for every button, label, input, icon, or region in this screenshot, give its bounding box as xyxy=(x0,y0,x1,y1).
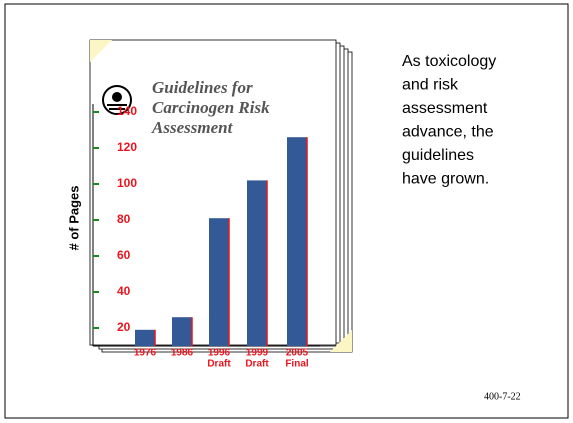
y-tick-label: 100 xyxy=(117,176,137,190)
side-text-line: As toxicology xyxy=(402,53,496,70)
side-text-line: advance, the xyxy=(402,124,494,141)
x-tick-label: Draft xyxy=(207,359,231,370)
x-tick-label: 1999 xyxy=(246,348,269,359)
x-tick-label: Final xyxy=(285,359,309,370)
page-fold xyxy=(90,40,112,62)
bar xyxy=(135,329,155,346)
side-text-line: have grown. xyxy=(402,171,489,188)
x-tick-label: 1996 xyxy=(208,348,231,359)
footer: 400-7-22 xyxy=(484,391,521,402)
page-fold xyxy=(330,330,352,352)
side-text: As toxicology and risk assessment advance, … xyxy=(402,53,496,188)
y-axis-label: # of Pages xyxy=(66,185,81,250)
bar xyxy=(247,180,267,346)
y-tick-label: 60 xyxy=(117,248,131,262)
bar xyxy=(209,218,229,346)
y-tick-label: 40 xyxy=(117,284,131,298)
side-text-line: assessment xyxy=(402,100,488,117)
bar xyxy=(172,317,192,346)
y-tick-label: 20 xyxy=(117,320,131,334)
bar xyxy=(287,137,307,346)
x-tick-label: 1976 xyxy=(134,348,157,359)
side-text-line: and risk xyxy=(402,77,459,94)
x-tick-label: 2005 xyxy=(286,348,309,359)
x-tick-label: 1986 xyxy=(171,348,194,359)
y-tick-label: 80 xyxy=(117,212,131,226)
x-tick-label: Draft xyxy=(245,359,269,370)
slide-border xyxy=(4,3,569,419)
y-tick-label: 120 xyxy=(117,140,137,154)
logo xyxy=(102,85,132,115)
chart-title: Guidelines for xyxy=(152,78,253,97)
y-tick-label: 140 xyxy=(117,104,137,118)
side-text-line: guidelines xyxy=(402,147,474,164)
chart-title: Carcinogen Risk xyxy=(152,98,270,117)
chart-title: Assessment xyxy=(151,118,234,137)
